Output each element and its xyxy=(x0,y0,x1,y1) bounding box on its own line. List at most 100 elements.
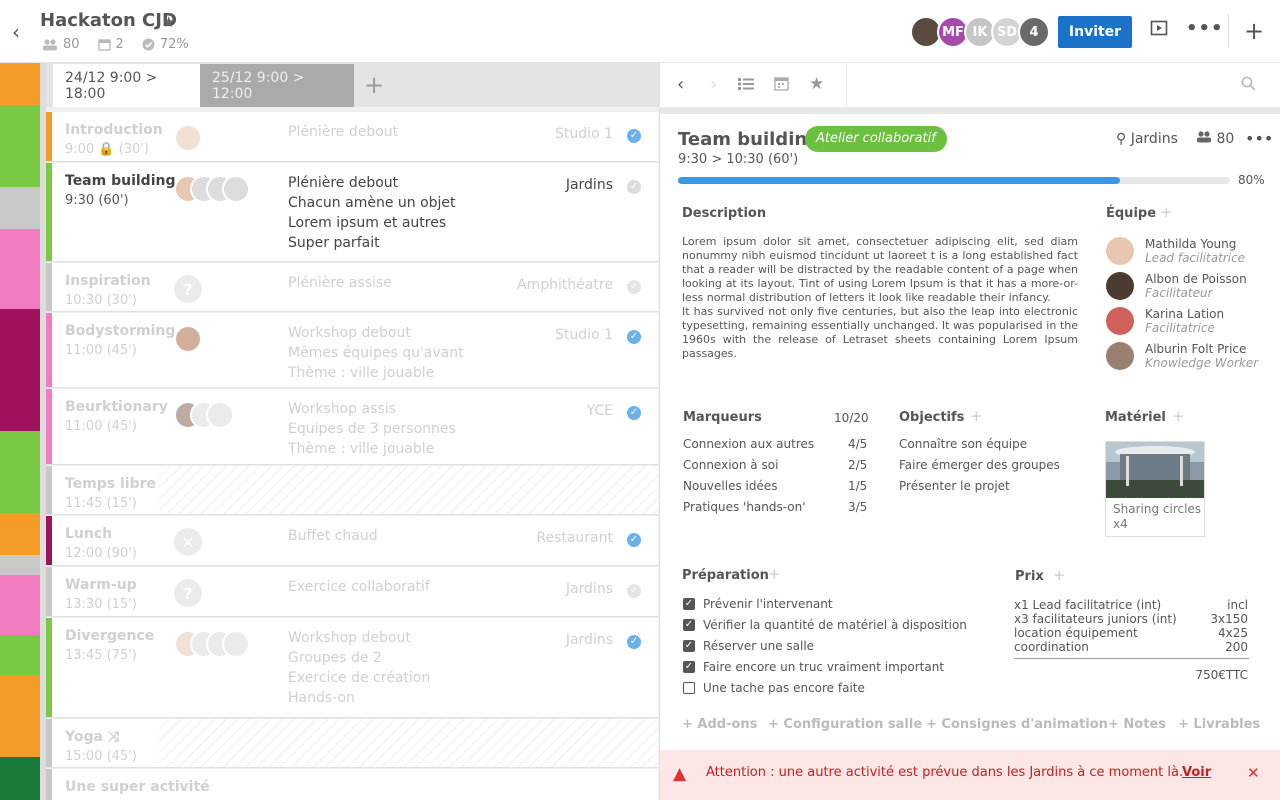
calendar-view-icon[interactable] xyxy=(774,76,789,95)
previous-chevron-icon[interactable]: ‹ xyxy=(677,74,685,95)
close-icon[interactable]: ✕ xyxy=(1247,764,1260,782)
task-item[interactable]: ✓ Vérifier la quantité de matériel à disp… xyxy=(683,618,967,632)
addon-link[interactable]: + Notes xyxy=(1108,717,1166,732)
collaborators-avatars[interactable]: MF IK SD 4 xyxy=(910,16,1050,48)
marker-value[interactable]: 1/5 xyxy=(848,479,868,493)
activity-status-check-icon[interactable]: ✓ xyxy=(627,406,641,420)
task-item[interactable]: ✓ Réserver une salle xyxy=(683,639,815,653)
event-title: Hackaton CJD xyxy=(40,10,177,31)
activity-status-check-icon[interactable]: ✓ xyxy=(627,330,641,344)
marker-value[interactable]: 2/5 xyxy=(848,458,868,472)
activity-status-check-icon[interactable]: ✓ xyxy=(627,635,641,649)
next-chevron-icon[interactable]: › xyxy=(710,74,718,95)
activity-row-free-time[interactable]: Yoga ⤨ 15:00 (45') xyxy=(46,719,658,768)
activity-status-check-icon[interactable]: ✓ xyxy=(627,280,641,294)
team-member[interactable]: Mathilda Young Lead facilitatrice xyxy=(1106,235,1280,270)
more-options-icon[interactable]: ••• xyxy=(1186,18,1224,39)
activity-row[interactable]: Divergence 13:45 (75') Workshop debout Gr… xyxy=(46,618,658,718)
activity-time: 11:00 (45') xyxy=(65,419,137,434)
avatar[interactable]: IK xyxy=(964,16,996,48)
activity-status-check-icon[interactable]: ✓ xyxy=(627,533,641,547)
checkbox-checked[interactable]: ✓ xyxy=(683,598,695,610)
preparation-title: Préparation xyxy=(682,568,769,583)
add-material-icon[interactable]: + xyxy=(1172,407,1185,425)
activity-status-check-icon[interactable]: ✓ xyxy=(627,180,641,194)
addon-link[interactable]: + Livrables xyxy=(1178,717,1261,732)
add-objective-icon[interactable]: + xyxy=(970,407,983,425)
list-view-icon[interactable] xyxy=(738,76,754,95)
timeline-color-strip[interactable] xyxy=(0,63,40,800)
activity-time: 15:00 (45') xyxy=(65,749,137,764)
addon-link[interactable]: + Consignes d'animation xyxy=(926,717,1108,732)
activity-row[interactable]: Beurktionary 11:00 (45') Workshop assis E… xyxy=(46,389,658,465)
objectives-title: Objectifs xyxy=(899,410,965,425)
avatar[interactable]: MF xyxy=(937,16,969,48)
checkbox-checked[interactable]: ✓ xyxy=(683,619,695,631)
activity-status-check-icon[interactable]: ✓ xyxy=(627,584,641,598)
search-icon[interactable] xyxy=(1241,76,1256,95)
detail-more-icon[interactable]: ••• xyxy=(1245,129,1274,148)
activity-row[interactable]: Une super activité xyxy=(46,769,658,800)
task-item[interactable]: Une tache pas encore faite xyxy=(683,681,865,695)
activity-status-check-icon[interactable]: ✓ xyxy=(627,129,641,143)
favorite-star-icon[interactable]: ★ xyxy=(809,74,825,94)
activity-time: 11:45 (15') xyxy=(65,496,137,511)
unassigned-question-icon[interactable]: ? xyxy=(174,275,202,303)
marker-value[interactable]: 3/5 xyxy=(848,500,868,514)
header-divider xyxy=(1228,14,1229,48)
price-title: Prix xyxy=(1015,569,1044,584)
task-item[interactable]: ✓ Faire encore un truc vraiment important xyxy=(683,660,945,674)
back-chevron-icon[interactable]: ‹ xyxy=(12,20,20,44)
addon-link[interactable]: + Add-ons xyxy=(682,717,758,732)
activity-row[interactable]: Lunch 12:00 (90') ✕ Buffet chaud Restaur… xyxy=(46,516,658,566)
price-value: 200 xyxy=(1225,640,1248,654)
task-item[interactable]: ✓ Prévenir l'intervenant xyxy=(683,597,833,611)
material-title: Matériel xyxy=(1105,410,1166,425)
price-label: x1 Lead facilitatrice (int) xyxy=(1014,598,1162,612)
team-member[interactable]: Albon de Poisson Facilitateur xyxy=(1106,270,1280,305)
add-icon[interactable]: + xyxy=(1244,17,1265,45)
activity-location: Studio 1 xyxy=(555,327,613,343)
objective-item: Connaître son équipe xyxy=(899,437,1028,451)
material-card[interactable]: Sharing circles x4 xyxy=(1105,441,1205,537)
activity-type-tag[interactable]: Atelier collaboratif xyxy=(805,126,947,152)
tab-day-2[interactable]: 25/12 9:00 > 12:00 xyxy=(200,64,354,107)
team-list: Mathilda Young Lead facilitatrice Albon d… xyxy=(1106,235,1280,375)
add-team-member-icon[interactable]: + xyxy=(1160,203,1173,221)
objective-item: Faire émerger des groupes xyxy=(899,458,1060,472)
checkbox-checked[interactable]: ✓ xyxy=(683,661,695,673)
detail-location[interactable]: ⚲ Jardins xyxy=(1116,131,1178,147)
warning-icon: ▲ xyxy=(673,764,687,784)
top-header: ‹ Hackaton CJD ★ 80 2 72% MF IK SD 4 Inv… xyxy=(0,0,1280,63)
price-label: location équipement xyxy=(1014,626,1138,640)
activity-row-selected[interactable]: Team building 9:30 (60') Plénière debout… xyxy=(46,163,658,262)
activity-row[interactable]: Inspiration 10:30 (30') ? Plénière assis… xyxy=(46,263,658,312)
activity-description: Workshop debout Groupes de 2 Exercice de c… xyxy=(288,630,431,706)
add-day-icon[interactable]: + xyxy=(364,71,385,99)
team-member[interactable]: Karina Lation Facilitatrice xyxy=(1106,305,1280,340)
tab-day-1[interactable]: 24/12 9:00 > 18:00 xyxy=(53,64,200,107)
checkbox-checked[interactable]: ✓ xyxy=(683,640,695,652)
activity-location: Amphithéatre xyxy=(517,277,613,293)
invite-button[interactable]: Inviter xyxy=(1058,16,1132,48)
star-icon[interactable]: ★ xyxy=(162,13,176,31)
activity-row[interactable]: Warm-up 13:30 (15') ? Exercice collabora… xyxy=(46,567,658,617)
add-price-icon[interactable]: + xyxy=(1053,566,1066,584)
add-task-icon[interactable]: + xyxy=(768,565,781,583)
more-avatars-count[interactable]: 4 xyxy=(1018,16,1050,48)
activity-row[interactable]: Bodystorming 11:00 (45') Workshop debout… xyxy=(46,313,658,388)
marker-value[interactable]: 4/5 xyxy=(848,437,868,451)
activity-row-free-time[interactable]: Temps libre 11:45 (15') xyxy=(46,466,658,515)
activity-description: Plénière debout Chacun amène un objet Lore… xyxy=(288,175,456,251)
price-label: coordination xyxy=(1014,640,1089,654)
activity-row[interactable]: Introduction 9:00 🔒 (30') Plénière debou… xyxy=(46,112,658,162)
no-staff-x-icon[interactable]: ✕ xyxy=(174,528,202,556)
checkbox-unchecked[interactable] xyxy=(683,682,695,694)
alert-view-link[interactable]: Voir xyxy=(1182,765,1212,780)
addon-link[interactable]: + Configuration salle xyxy=(768,717,923,732)
present-icon[interactable] xyxy=(1150,20,1168,41)
team-member[interactable]: Alburin Folt Price Knowledge Worker xyxy=(1106,340,1280,375)
day-tabs: 24/12 9:00 > 18:00 25/12 9:00 > 12:00 + xyxy=(46,63,659,107)
price-value: incl xyxy=(1227,598,1248,612)
unassigned-question-icon[interactable]: ? xyxy=(174,579,202,607)
